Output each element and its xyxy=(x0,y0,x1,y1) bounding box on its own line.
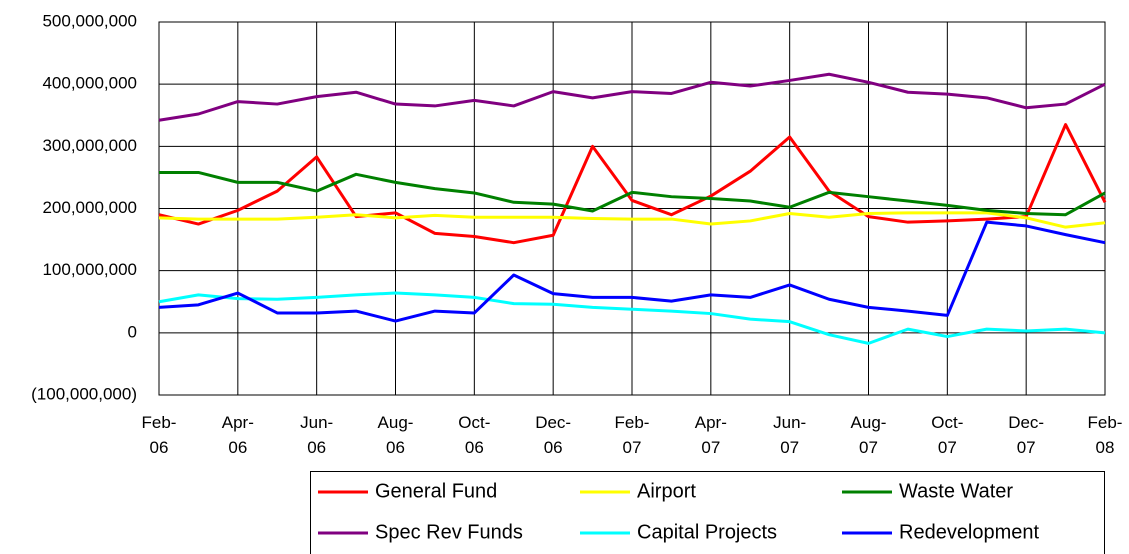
series-line xyxy=(158,72,1106,122)
legend-label: General Fund xyxy=(375,480,497,502)
y-tick-label: 500,000,000 xyxy=(42,11,137,30)
legend-label: Redevelopment xyxy=(899,521,1040,543)
x-tick-label: Oct-06 xyxy=(458,413,491,457)
x-tick-label: Feb-07 xyxy=(614,413,650,457)
x-tick-label: Dec-06 xyxy=(535,413,572,457)
x-tick-label: Apr-07 xyxy=(694,413,727,457)
x-tick-label: Jun-07 xyxy=(773,413,807,457)
y-tick-label: 200,000,000 xyxy=(42,198,137,217)
x-tick-label: Aug-07 xyxy=(850,413,887,457)
legend-label: Waste Water xyxy=(899,480,1013,502)
x-tick-label: Feb-06 xyxy=(141,413,177,457)
x-tick-label: Apr-06 xyxy=(221,413,254,457)
series-line xyxy=(158,211,1106,229)
x-tick-label: Aug-06 xyxy=(377,413,414,457)
x-tick-label: Feb-08 xyxy=(1087,413,1123,457)
x-tick-label: Jun-06 xyxy=(300,413,334,457)
legend-label: Airport xyxy=(637,480,696,502)
series-line xyxy=(158,220,1106,323)
y-tick-label: 300,000,000 xyxy=(42,136,137,155)
y-tick-label: 400,000,000 xyxy=(42,74,137,93)
legend-label: Spec Rev Funds xyxy=(375,521,523,543)
legend-label: Capital Projects xyxy=(637,521,777,543)
y-tick-label: (100,000,000) xyxy=(31,384,137,403)
series-line xyxy=(159,170,1106,217)
series-line xyxy=(158,291,1106,345)
x-tick-label: Oct-07 xyxy=(931,413,964,457)
y-tick-label: 0 xyxy=(128,322,137,341)
y-tick-label: 100,000,000 xyxy=(42,260,137,279)
legend-box xyxy=(310,471,1105,554)
series-line xyxy=(158,123,1107,245)
x-tick-label: Dec-07 xyxy=(1008,413,1045,457)
